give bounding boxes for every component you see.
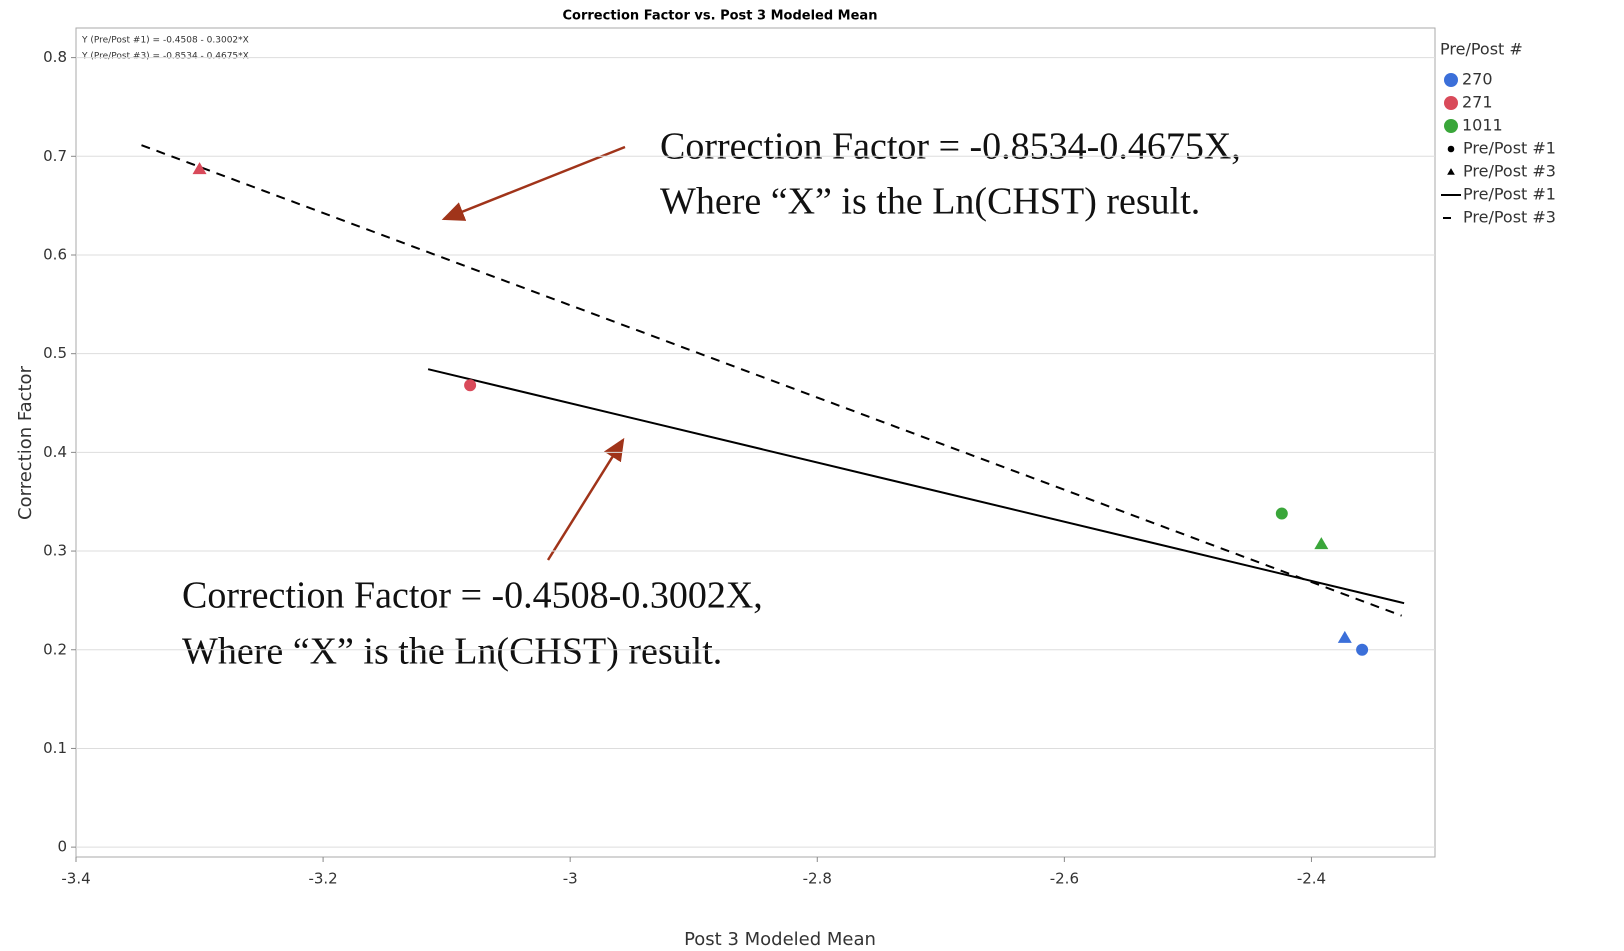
triangle-marker (1337, 630, 1352, 643)
circle-marker (1447, 145, 1455, 153)
circle-marker (464, 379, 477, 392)
legend-label: 271 (1462, 93, 1493, 112)
legend-label: Pre/Post #3 (1463, 208, 1556, 227)
annotation: Correction Factor = -0.4508-0.3002X, (182, 575, 763, 617)
fit-line (427, 368, 1405, 605)
legend-label: 270 (1462, 70, 1493, 89)
triangle-marker (192, 162, 207, 175)
legend-swatch (1444, 119, 1458, 133)
y-tick-label: 0.5 (43, 344, 67, 362)
y-tick-label: 0.3 (43, 542, 67, 560)
arrow (546, 437, 625, 561)
triangle-marker (1314, 537, 1329, 550)
plot-frame (75, 27, 1436, 858)
x-tick-label: -3.4 (61, 870, 90, 888)
legend-title: Pre/Post # (1440, 40, 1523, 59)
legend-label: Pre/Post #1 (1463, 139, 1556, 158)
y-axis-label: Correction Factor (15, 365, 36, 520)
arrow (441, 145, 626, 221)
legend-swatch (1444, 73, 1458, 87)
y-tick-label: 0.8 (43, 48, 67, 66)
equation: Y (Pre/Post #3) = -0.8534 - 0.4675*X (81, 52, 249, 62)
fit-line (141, 144, 1402, 617)
x-tick-label: -3 (563, 870, 578, 888)
y-tick-label: 0 (57, 838, 67, 856)
annotation: Where “X” is the Ln(CHST) result. (182, 631, 722, 673)
annotation: Correction Factor = -0.8534-0.4675X, (660, 126, 1241, 168)
x-axis-label: Post 3 Modeled Mean (684, 929, 876, 950)
circle-marker (1356, 643, 1369, 656)
legend-label: Pre/Post #3 (1463, 162, 1556, 181)
chart-title: Correction Factor vs. Post 3 Modeled Mea… (563, 9, 878, 24)
legend-swatch (1444, 96, 1458, 110)
annotation: Where “X” is the Ln(CHST) result. (660, 181, 1200, 223)
y-tick-label: 0.4 (43, 443, 67, 461)
y-tick-label: 0.7 (43, 147, 67, 165)
x-tick-label: -2.8 (803, 870, 832, 888)
equation: Y (Pre/Post #1) = -0.4508 - 0.3002*X (81, 36, 249, 46)
circle-marker (1275, 507, 1288, 520)
x-tick-label: -3.2 (308, 870, 337, 888)
legend-label: Pre/Post #1 (1463, 185, 1556, 204)
x-tick-label: -2.4 (1297, 870, 1326, 888)
legend-label: 1011 (1462, 116, 1503, 135)
y-tick-label: 0.6 (43, 245, 67, 263)
y-tick-label: 0.1 (43, 739, 67, 757)
triangle-marker (1447, 168, 1455, 175)
y-tick-label: 0.2 (43, 640, 67, 658)
x-tick-label: -2.6 (1050, 870, 1079, 888)
